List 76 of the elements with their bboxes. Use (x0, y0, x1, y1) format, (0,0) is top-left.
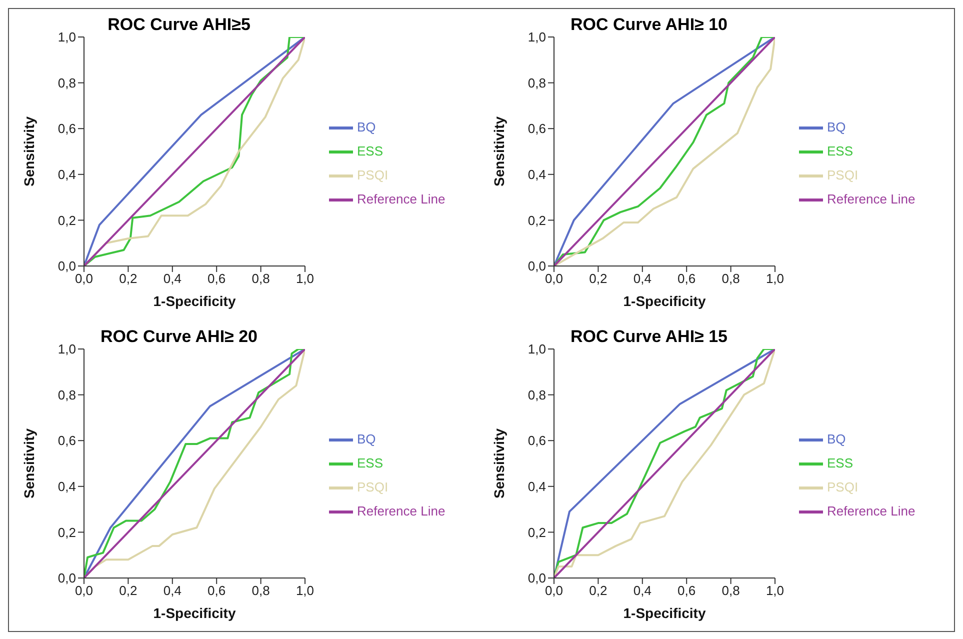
x-axis-title: 1-Specificity (623, 605, 706, 621)
y-tick-label: 0,8 (528, 75, 546, 90)
x-tick-label: 0,2 (589, 271, 608, 286)
x-tick-label: 0,6 (678, 583, 696, 598)
y-tick-label: 0,2 (528, 524, 546, 540)
y-tick-label: 0,6 (58, 121, 76, 136)
legend-label: Reference Line (827, 502, 916, 518)
legend-label: Reference Line (357, 502, 446, 518)
y-tick-label: 0,4 (58, 479, 76, 494)
x-tick-label: 0,0 (544, 583, 564, 598)
legend-label: BQ (357, 430, 376, 446)
y-tick-label: 0,6 (528, 121, 546, 136)
legend-label: ESS (357, 142, 384, 158)
legend-label: ESS (827, 142, 854, 158)
x-tick-label: 0,6 (208, 583, 226, 598)
y-tick-label: 0,2 (528, 212, 546, 228)
x-tick-label: 0,0 (74, 583, 94, 598)
y-axis-title: Sensitivity (20, 116, 37, 187)
y-tick-label: 0,4 (58, 167, 76, 182)
x-tick-label: 1,0 (766, 271, 784, 286)
x-tick-label: 0,0 (544, 271, 564, 286)
x-tick-label: 0,4 (633, 583, 652, 598)
legend-label: PSQI (357, 166, 388, 182)
x-tick-label: 0,6 (678, 271, 696, 286)
y-tick-label: 0,4 (528, 479, 546, 494)
y-axis-title: Sensitivity (490, 116, 507, 187)
x-tick-label: 1,0 (296, 583, 314, 598)
x-tick-label: 0,8 (252, 583, 270, 598)
y-tick-label: 0,6 (528, 433, 546, 448)
legend-label: ESS (357, 454, 384, 470)
legend-label: PSQI (827, 478, 858, 494)
x-axis-title: 1-Specificity (623, 293, 706, 309)
x-tick-label: 1,0 (296, 271, 314, 286)
y-tick-label: 0,0 (58, 258, 76, 274)
y-tick-label: 1,0 (528, 30, 546, 45)
y-tick-label: 0,8 (58, 387, 76, 402)
y-tick-label: 1,0 (528, 342, 546, 357)
x-tick-label: 0,0 (74, 271, 94, 286)
legend-label: BQ (357, 118, 376, 134)
y-tick-label: 0,2 (58, 524, 76, 540)
y-tick-label: 0,8 (58, 75, 76, 90)
legend-label: Reference Line (357, 190, 446, 206)
y-tick-label: 1,0 (58, 342, 76, 357)
y-tick-label: 0,0 (528, 258, 546, 274)
y-tick-label: 0,0 (58, 570, 76, 586)
chart-title: ROC Curve AHI≥ 15 (570, 327, 728, 346)
x-tick-label: 0,8 (722, 583, 740, 598)
x-axis-title: 1-Specificity (153, 605, 236, 621)
y-tick-label: 0,6 (58, 433, 76, 448)
y-tick-label: 1,0 (58, 30, 76, 45)
legend-label: PSQI (357, 478, 388, 494)
y-tick-label: 0,8 (528, 387, 546, 402)
x-tick-label: 0,4 (163, 583, 182, 598)
x-axis-title: 1-Specificity (153, 293, 236, 309)
x-tick-label: 0,8 (722, 271, 740, 286)
x-tick-label: 0,4 (633, 271, 652, 286)
legend-label: BQ (827, 118, 846, 134)
legend-label: BQ (827, 430, 846, 446)
chart-title: ROC Curve AHI≥ 20 (100, 327, 258, 346)
legend-label: Reference Line (827, 190, 916, 206)
x-tick-label: 0,2 (119, 583, 138, 598)
y-tick-label: 0,0 (528, 570, 546, 586)
x-tick-label: 0,4 (163, 271, 182, 286)
chart-title: ROC Curve AHI≥ 10 (570, 15, 728, 34)
chart-title: ROC Curve AHI≥5 (108, 15, 250, 34)
x-tick-label: 0,2 (119, 271, 138, 286)
x-tick-label: 0,8 (252, 271, 270, 286)
y-tick-label: 0,2 (58, 212, 76, 228)
x-tick-label: 0,6 (208, 271, 226, 286)
x-tick-label: 1,0 (766, 583, 784, 598)
legend-label: PSQI (827, 166, 858, 182)
y-axis-title: Sensitivity (490, 428, 507, 499)
y-tick-label: 0,4 (528, 167, 546, 182)
x-tick-label: 0,2 (589, 583, 608, 598)
legend-label: ESS (827, 454, 854, 470)
y-axis-title: Sensitivity (20, 428, 37, 499)
